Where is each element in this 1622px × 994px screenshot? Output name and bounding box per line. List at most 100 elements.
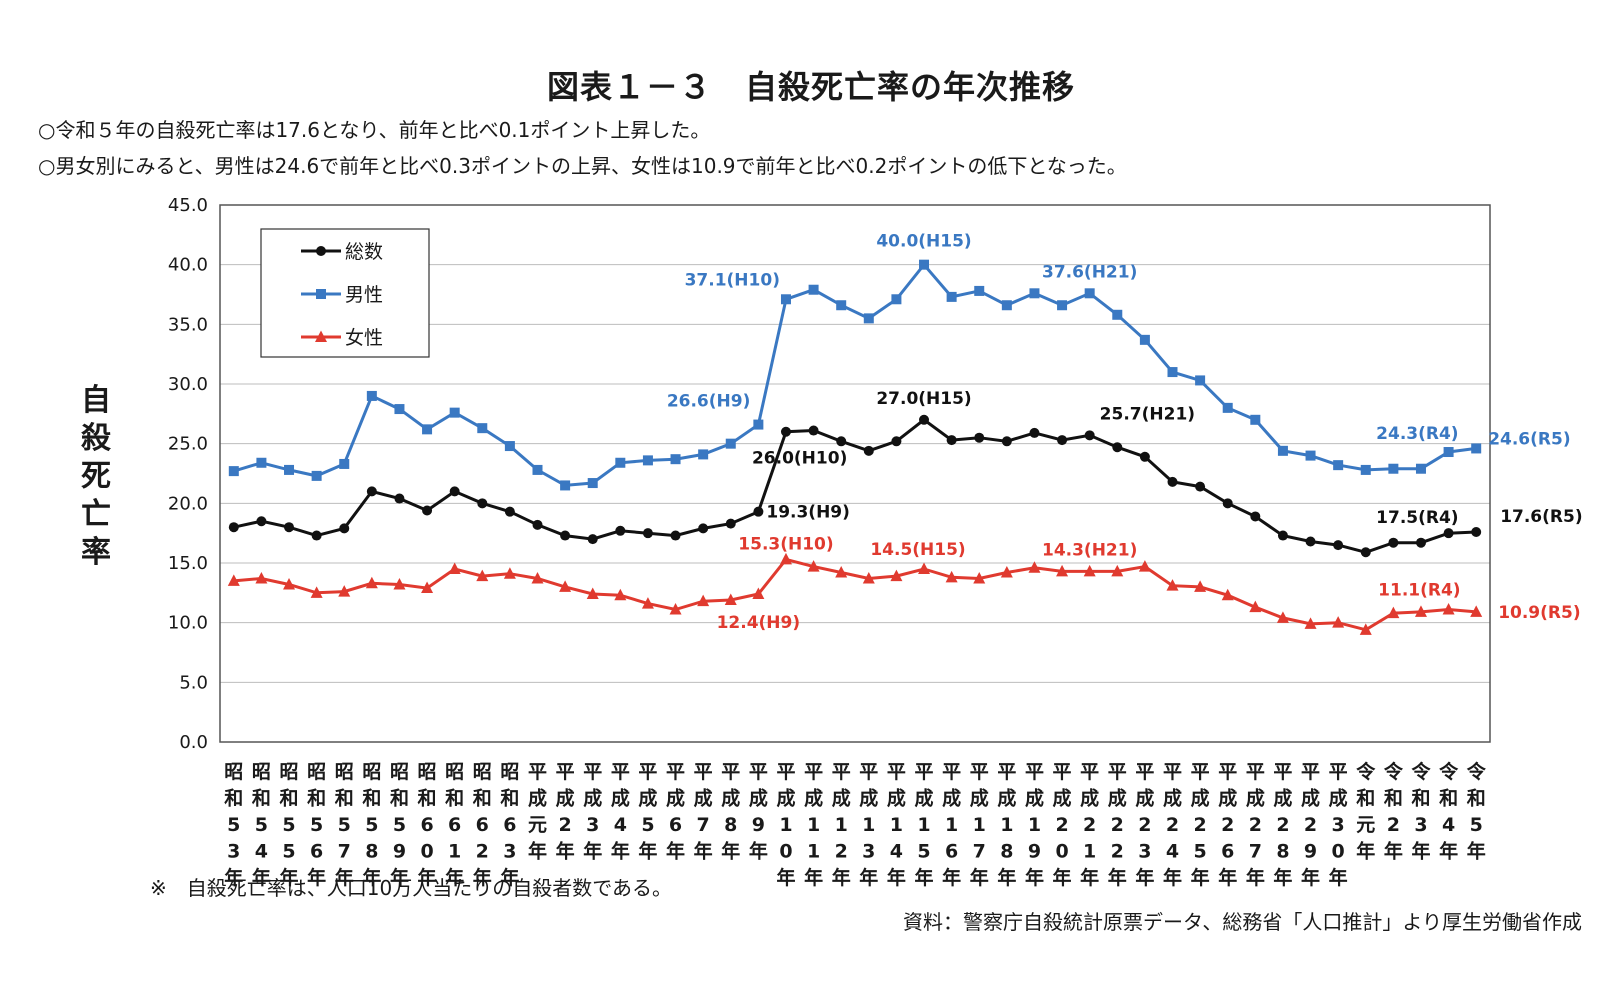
x-tick-label: 年: [1439, 840, 1458, 863]
x-tick-label: 4: [1166, 841, 1179, 863]
data-point-female: [862, 572, 875, 584]
x-tick-label: 平: [1218, 761, 1237, 783]
data-point-male: [780, 294, 791, 305]
x-tick-label: 3: [1414, 814, 1427, 836]
x-tick-label: 平: [1108, 761, 1127, 783]
x-tick-label: 年: [473, 866, 492, 889]
legend-label-female: 女性: [345, 327, 383, 349]
data-point-female: [338, 585, 351, 597]
data-point-female: [1414, 605, 1427, 617]
x-tick-label: 2: [476, 841, 489, 863]
data-point-total: [1167, 476, 1178, 487]
x-tick-label: 4: [614, 814, 627, 836]
y-tick-label: 25.0: [168, 434, 208, 455]
data-point-male: [1277, 445, 1288, 456]
x-tick-label: 年: [776, 866, 795, 889]
data-point-total: [753, 506, 764, 517]
x-tick-label: 成: [749, 787, 768, 810]
x-tick-label: 8: [724, 814, 737, 836]
data-label: 24.3(R4): [1376, 424, 1458, 444]
x-tick-label: 平: [721, 761, 740, 783]
data-point-male: [1443, 447, 1454, 458]
x-tick-label: 和: [280, 787, 299, 810]
data-point-total: [422, 505, 433, 516]
data-point-female: [448, 562, 461, 574]
x-tick-label: 年: [1053, 866, 1072, 889]
data-point-male: [311, 470, 322, 481]
data-point-female: [973, 572, 986, 584]
x-tick-label: 昭: [418, 761, 437, 783]
x-tick-label: 年: [556, 840, 575, 863]
x-tick-label: 和: [445, 787, 464, 810]
x-tick-label: 年: [418, 866, 437, 889]
legend-label-male: 男性: [345, 284, 383, 306]
data-point-total: [394, 493, 405, 504]
x-tick-label: 成: [1108, 787, 1127, 810]
data-point-female: [1166, 579, 1179, 591]
x-tick-label: 平: [887, 761, 906, 783]
data-point-female: [255, 572, 268, 584]
x-tick-label: 成: [915, 787, 934, 810]
data-point-total: [504, 506, 515, 517]
x-tick-label: 0: [1055, 841, 1068, 863]
x-tick-label: 年: [224, 866, 243, 889]
data-point-male: [284, 464, 295, 475]
x-tick-label: 平: [638, 761, 657, 783]
x-tick-label: 3: [586, 814, 599, 836]
x-tick-label: 元: [528, 814, 547, 836]
x-tick-label: 1: [807, 841, 820, 863]
x-tick-label: 昭: [390, 761, 409, 783]
data-point-female: [1221, 588, 1234, 601]
x-tick-label: 平: [749, 761, 768, 783]
legend-box: [260, 228, 430, 358]
data-point-total: [532, 519, 543, 530]
x-tick-label: 和: [473, 787, 492, 810]
data-point-female: [1028, 561, 1041, 573]
data-point-total: [1333, 540, 1344, 551]
y-axis-label-char: 亡: [81, 497, 111, 532]
x-tick-label: 年: [445, 866, 464, 889]
x-tick-label: 5: [310, 814, 323, 836]
data-point-female: [365, 576, 378, 589]
data-point-male: [725, 438, 736, 449]
x-tick-label: 成: [556, 787, 575, 810]
x-tick-label: 2: [1166, 814, 1179, 836]
x-tick-label: 1: [1028, 814, 1041, 836]
x-tick-label: 0: [1332, 841, 1345, 863]
data-point-total: [1443, 528, 1454, 539]
data-point-male: [1001, 300, 1012, 311]
x-tick-label: 年: [1191, 866, 1210, 889]
data-point-total: [670, 530, 681, 541]
data-point-total: [946, 435, 957, 446]
x-tick-label: 年: [887, 866, 906, 889]
data-point-total: [698, 523, 709, 534]
data-label: 25.7(H21): [1100, 404, 1195, 424]
x-tick-label: 成: [611, 787, 630, 810]
data-point-female: [1442, 603, 1455, 615]
x-tick-label: 3: [227, 841, 240, 863]
data-point-male: [1057, 300, 1068, 311]
x-tick-label: 令: [1411, 760, 1431, 783]
x-tick-label: 平: [1163, 761, 1182, 783]
data-point-female: [1470, 605, 1483, 617]
x-tick-label: 平: [832, 761, 851, 783]
x-tick-label: 年: [1108, 866, 1127, 889]
data-point-female: [227, 574, 240, 586]
data-point-total: [780, 426, 791, 437]
x-tick-label: 年: [335, 866, 354, 889]
data-point-male: [808, 284, 819, 295]
data-point-male: [1222, 402, 1233, 413]
y-axis-label-char: 死: [81, 459, 111, 494]
x-tick-label: 1: [862, 814, 875, 836]
x-tick-label: 昭: [445, 761, 464, 783]
x-tick-label: 平: [915, 761, 934, 783]
x-tick-label: 2: [1249, 814, 1262, 836]
data-point-female: [697, 594, 710, 607]
data-point-male: [1029, 288, 1040, 299]
x-tick-label: 年: [390, 866, 409, 889]
data-point-female: [945, 570, 958, 583]
x-tick-label: 成: [1191, 787, 1210, 810]
x-tick-label: 6: [669, 814, 682, 836]
data-label: 40.0(H15): [876, 232, 971, 252]
x-tick-label: 6: [1221, 841, 1234, 863]
